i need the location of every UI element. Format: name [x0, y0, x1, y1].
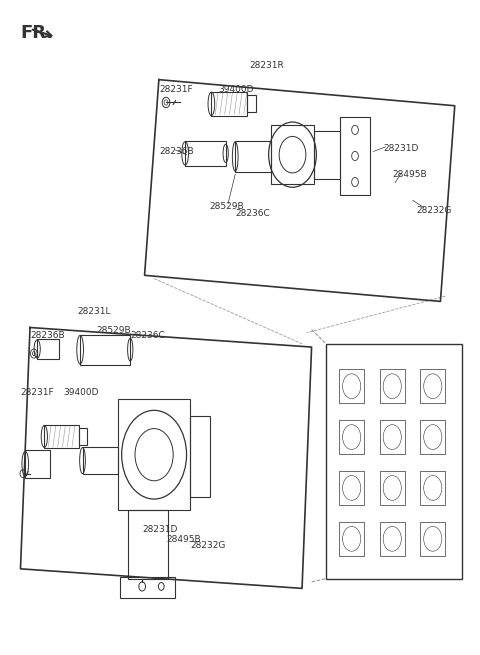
- Bar: [37, 339, 59, 359]
- Bar: [339, 522, 364, 556]
- Bar: [340, 117, 370, 195]
- Bar: [380, 420, 405, 454]
- Text: FR.: FR.: [21, 24, 54, 42]
- Text: 28236C: 28236C: [130, 331, 165, 341]
- Bar: [380, 369, 405, 403]
- Text: 28231R: 28231R: [249, 61, 284, 70]
- Text: 28529B: 28529B: [97, 326, 132, 335]
- Text: 28231D: 28231D: [142, 525, 178, 534]
- Bar: [79, 428, 87, 445]
- Bar: [44, 424, 79, 448]
- Bar: [80, 335, 130, 365]
- Text: 28236B: 28236B: [159, 147, 193, 156]
- Bar: [339, 420, 364, 454]
- Bar: [118, 400, 190, 510]
- Bar: [420, 420, 445, 454]
- Text: 28236C: 28236C: [235, 209, 270, 218]
- Text: 39400D: 39400D: [218, 85, 254, 94]
- Text: 28231F: 28231F: [159, 85, 192, 94]
- Text: 28231F: 28231F: [21, 388, 54, 397]
- Text: 28236B: 28236B: [30, 331, 65, 341]
- Bar: [339, 471, 364, 505]
- Bar: [247, 96, 256, 112]
- Text: 28495B: 28495B: [166, 535, 201, 544]
- Bar: [420, 522, 445, 556]
- Text: 28232G: 28232G: [417, 206, 452, 215]
- Text: 28529B: 28529B: [209, 202, 244, 212]
- Bar: [380, 471, 405, 505]
- Text: 28231L: 28231L: [78, 307, 111, 316]
- Bar: [185, 141, 226, 166]
- Bar: [271, 125, 314, 184]
- Bar: [235, 141, 271, 172]
- Text: 28232G: 28232G: [190, 542, 225, 550]
- Bar: [326, 344, 462, 578]
- Bar: [339, 369, 364, 403]
- Text: 39400D: 39400D: [63, 388, 99, 397]
- Bar: [128, 510, 168, 578]
- Bar: [120, 576, 175, 598]
- Text: 28231D: 28231D: [383, 143, 419, 153]
- Bar: [420, 369, 445, 403]
- Bar: [211, 92, 247, 115]
- Bar: [380, 522, 405, 556]
- Bar: [190, 415, 210, 497]
- Bar: [314, 130, 340, 179]
- Bar: [420, 471, 445, 505]
- Bar: [25, 450, 50, 477]
- Bar: [83, 447, 118, 474]
- Text: 28495B: 28495B: [393, 170, 427, 179]
